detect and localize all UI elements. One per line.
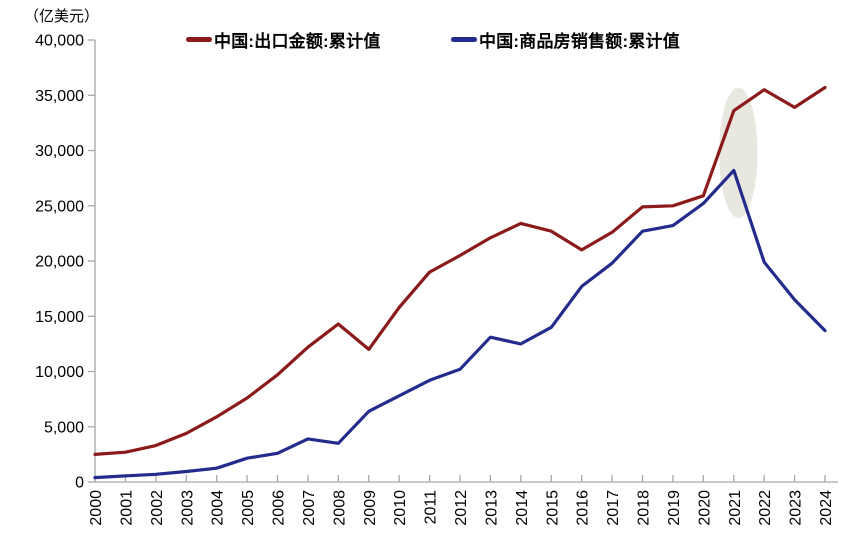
x-tick-label: 2008 (331, 490, 348, 526)
exports-line (93, 85, 827, 456)
x-tick-label: 2004 (210, 490, 227, 526)
x-tick-label: 2000 (88, 490, 105, 526)
x-tick-label: 2009 (362, 490, 379, 526)
legend-swatch-exports (186, 37, 212, 42)
x-tick-label: 2022 (757, 490, 774, 526)
x-tick-label: 2024 (818, 490, 835, 526)
x-tick-label: 2017 (605, 490, 622, 526)
x-tick-label: 2012 (453, 490, 470, 526)
y-axis-unit-label: （亿美元） (24, 8, 100, 25)
x-tick-label: 2019 (666, 490, 683, 526)
y-tick-label: 15,000 (35, 309, 84, 326)
y-tick-label: 35,000 (35, 88, 84, 105)
x-tick-label: 2016 (575, 490, 592, 526)
y-tick-label: 20,000 (35, 254, 84, 271)
legend-swatch-housing-sales (451, 37, 477, 42)
x-tick-label: 2001 (118, 490, 135, 526)
y-tick-label: 10,000 (35, 364, 84, 381)
legend-label-exports: 中国:出口金额:累计值 (214, 32, 381, 51)
y-tick-label: 5,000 (44, 419, 84, 436)
y-tick-label: 40,000 (35, 33, 84, 50)
y-tick-label: 30,000 (35, 143, 84, 160)
x-tick-label: 2010 (392, 490, 409, 526)
x-tick-label: 2013 (483, 490, 500, 526)
x-tick-label: 2018 (636, 490, 653, 526)
legend-label-housing-sales: 中国:商品房销售额:累计值 (479, 32, 680, 51)
x-tick-label: 2005 (240, 490, 257, 526)
highlight-ellipse (719, 87, 758, 218)
x-tick-label: 2015 (544, 490, 561, 526)
x-tick-label: 2023 (788, 490, 805, 526)
x-tick-label: 2011 (423, 490, 440, 525)
x-tick-label: 2021 (727, 490, 744, 526)
x-tick-label: 2006 (271, 490, 288, 526)
x-tick-label: 2014 (514, 490, 531, 526)
x-tick-label: 2003 (179, 490, 196, 526)
x-tick-label: 2002 (149, 490, 166, 526)
y-tick-label: 0 (75, 475, 84, 492)
housing-sales-line (93, 168, 827, 480)
y-tick-label: 25,000 (35, 198, 84, 215)
legend-item-exports: 中国:出口金额:累计值 (186, 27, 381, 52)
legend-item-housing-sales: 中国:商品房销售额:累计值 (451, 27, 680, 52)
x-tick-label: 2007 (301, 490, 318, 526)
x-tick-label: 2020 (696, 490, 713, 526)
